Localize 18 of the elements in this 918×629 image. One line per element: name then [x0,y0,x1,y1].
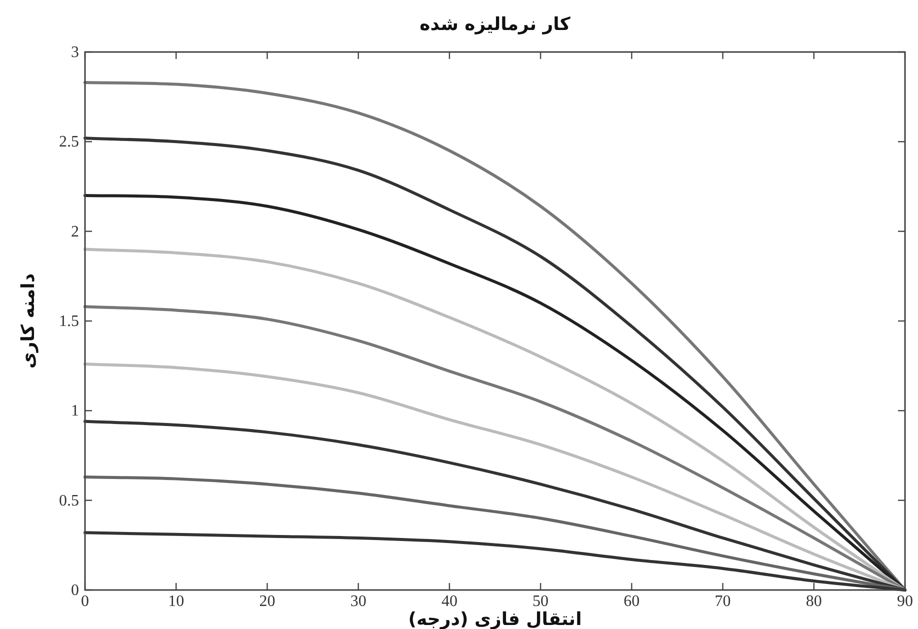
y-tick-label: 0.5 [59,492,79,510]
y-tick-label: 3 [71,44,79,61]
y-axis-title: دامنه کاری [18,273,39,369]
x-tick-label: 10 [168,593,184,610]
x-tick-label: 70 [714,593,731,610]
y-tick-label: 0 [71,582,79,599]
y-tick-label: 2 [71,223,79,240]
y-tick-label: 2.5 [59,134,79,151]
x-tick-label: 60 [624,593,640,610]
y-tick-label: 1.5 [59,313,79,330]
x-tick-label: 40 [441,593,458,610]
x-tick-label: 80 [806,593,822,610]
y-tick-label: 1 [71,402,79,420]
x-tick-label: 90 [897,593,913,610]
chart-title: کار نرمالیزه شده [420,14,571,35]
x-tick-label: 20 [259,593,276,610]
x-tick-label: 50 [532,593,549,610]
x-tick-label: 30 [350,593,366,610]
